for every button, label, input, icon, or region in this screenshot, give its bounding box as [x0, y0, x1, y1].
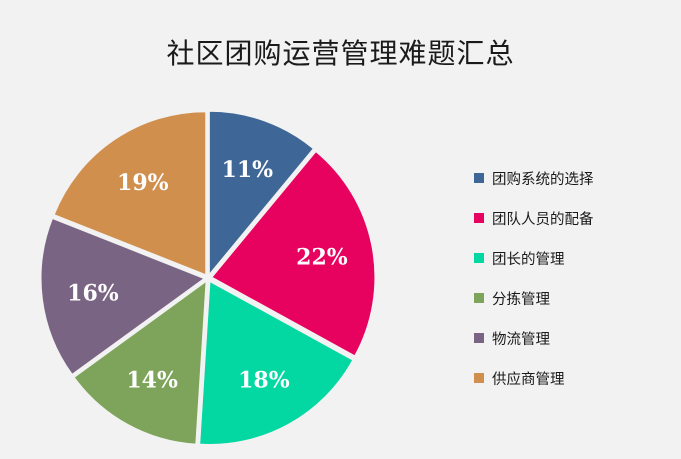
- legend-swatch: [474, 173, 484, 183]
- chart-title: 社区团购运营管理难题汇总: [166, 37, 515, 70]
- legend-item: 分拣管理: [474, 278, 594, 318]
- legend-label: 供应商管理: [492, 371, 565, 388]
- pie-slice: [208, 110, 314, 276]
- slice-value-label: 16%: [67, 281, 119, 307]
- pie-slice: [211, 150, 376, 357]
- legend-item: 供应商管理: [474, 358, 594, 398]
- slice-value-label: 22%: [296, 244, 348, 270]
- legend-swatch: [474, 373, 484, 383]
- legend-label: 团长的管理: [492, 251, 565, 268]
- pie-slice: [199, 280, 354, 446]
- legend-label: 团购系统的选择: [492, 171, 594, 188]
- legend-item: 团队人员的配备: [474, 198, 594, 238]
- legend-swatch: [474, 213, 484, 223]
- legend: 团购系统的选择 团队人员的配备 团长的管理分拣管理物流管理供应商管理: [474, 158, 594, 398]
- legend-label: 分拣管理: [492, 291, 550, 308]
- slice-value-label: 14%: [126, 368, 178, 394]
- slice-value-label: 19%: [117, 170, 169, 196]
- legend-item: 团长的管理: [474, 238, 594, 278]
- legend-item: 物流管理: [474, 318, 594, 358]
- pie-slice: [53, 111, 207, 276]
- slice-value-label: 18%: [238, 368, 290, 394]
- legend-label: 物流管理: [492, 331, 550, 348]
- legend-swatch: [474, 293, 484, 303]
- legend-swatch: [474, 333, 484, 343]
- legend-label: 团队人员的配备: [492, 211, 594, 228]
- slice-value-label: 11%: [222, 157, 274, 183]
- pie-slice: [73, 280, 207, 445]
- legend-item: 团购系统的选择: [474, 158, 594, 198]
- legend-swatch: [474, 253, 484, 263]
- pie-slice: [40, 217, 206, 376]
